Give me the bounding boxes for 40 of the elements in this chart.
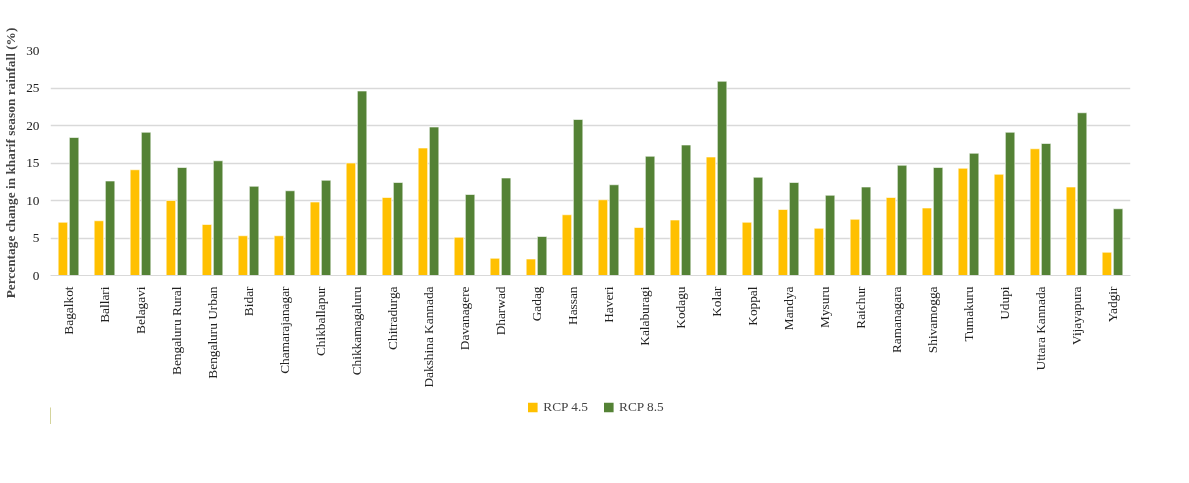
y-tick-label: 20 xyxy=(26,117,40,133)
x-tick-label: Bengaluru Urban xyxy=(205,286,220,379)
y-tick-label: 5 xyxy=(32,230,40,245)
x-tick-label: Haveri xyxy=(601,286,616,323)
y-tick-label: 0 xyxy=(32,267,40,283)
x-tick-label: Bagalkot xyxy=(61,286,76,335)
x-tick-label: Hassan xyxy=(565,286,580,325)
x-tick-label: Chikkamagaluru xyxy=(349,286,364,376)
x-tick-label: Yadgir xyxy=(1105,285,1120,323)
y-tick-label: 15 xyxy=(26,155,40,170)
x-tick-label: Dharwad xyxy=(493,286,508,336)
y-tick-label: 30 xyxy=(26,42,40,58)
x-tick-label: Bidar xyxy=(241,285,256,317)
x-tick-label: Dakshina Kannada xyxy=(421,286,436,388)
x-tick-label: Gadag xyxy=(529,286,544,322)
x-tick-label: Vijayapura xyxy=(1069,286,1084,345)
x-tick-label: Chamarajanagar xyxy=(277,285,292,374)
x-tick-label: Chitradurga xyxy=(385,286,400,350)
legend-label: RCP 4.5 xyxy=(543,399,588,415)
x-tick-label: Mandya xyxy=(781,286,796,331)
legend-label: RCP 8.5 xyxy=(619,399,664,415)
x-tick-label: Shivamogga xyxy=(925,286,940,354)
x-tick-label: Tumakuru xyxy=(961,286,976,342)
x-tick-label: Koppal xyxy=(745,286,760,326)
x-tick-label: Uttara Kannada xyxy=(1033,286,1048,371)
x-tick-label: Ramanagara xyxy=(889,286,904,354)
x-tick-label: Udupi xyxy=(997,286,1012,320)
x-tick-label: Ballari xyxy=(97,286,112,323)
x-tick-label: Kolar xyxy=(709,285,724,317)
y-tick-label: 25 xyxy=(26,80,40,95)
x-tick-label: Kodagu xyxy=(673,286,688,329)
y-tick-label: 10 xyxy=(26,192,40,208)
x-tick-label: Raichur xyxy=(853,285,868,329)
x-tick-label: Kalaburagi xyxy=(637,286,652,346)
x-tick-label: Bengaluru Rural xyxy=(169,286,184,375)
x-tick-label: Davanagere xyxy=(457,286,472,351)
x-tick-label: Chikballapur xyxy=(313,285,328,357)
x-tick-label: Mysuru xyxy=(817,286,832,328)
y-axis-title: Percentage change in kharif season rainfall (%) xyxy=(3,27,19,299)
x-tick-label: Belagavi xyxy=(133,286,148,334)
